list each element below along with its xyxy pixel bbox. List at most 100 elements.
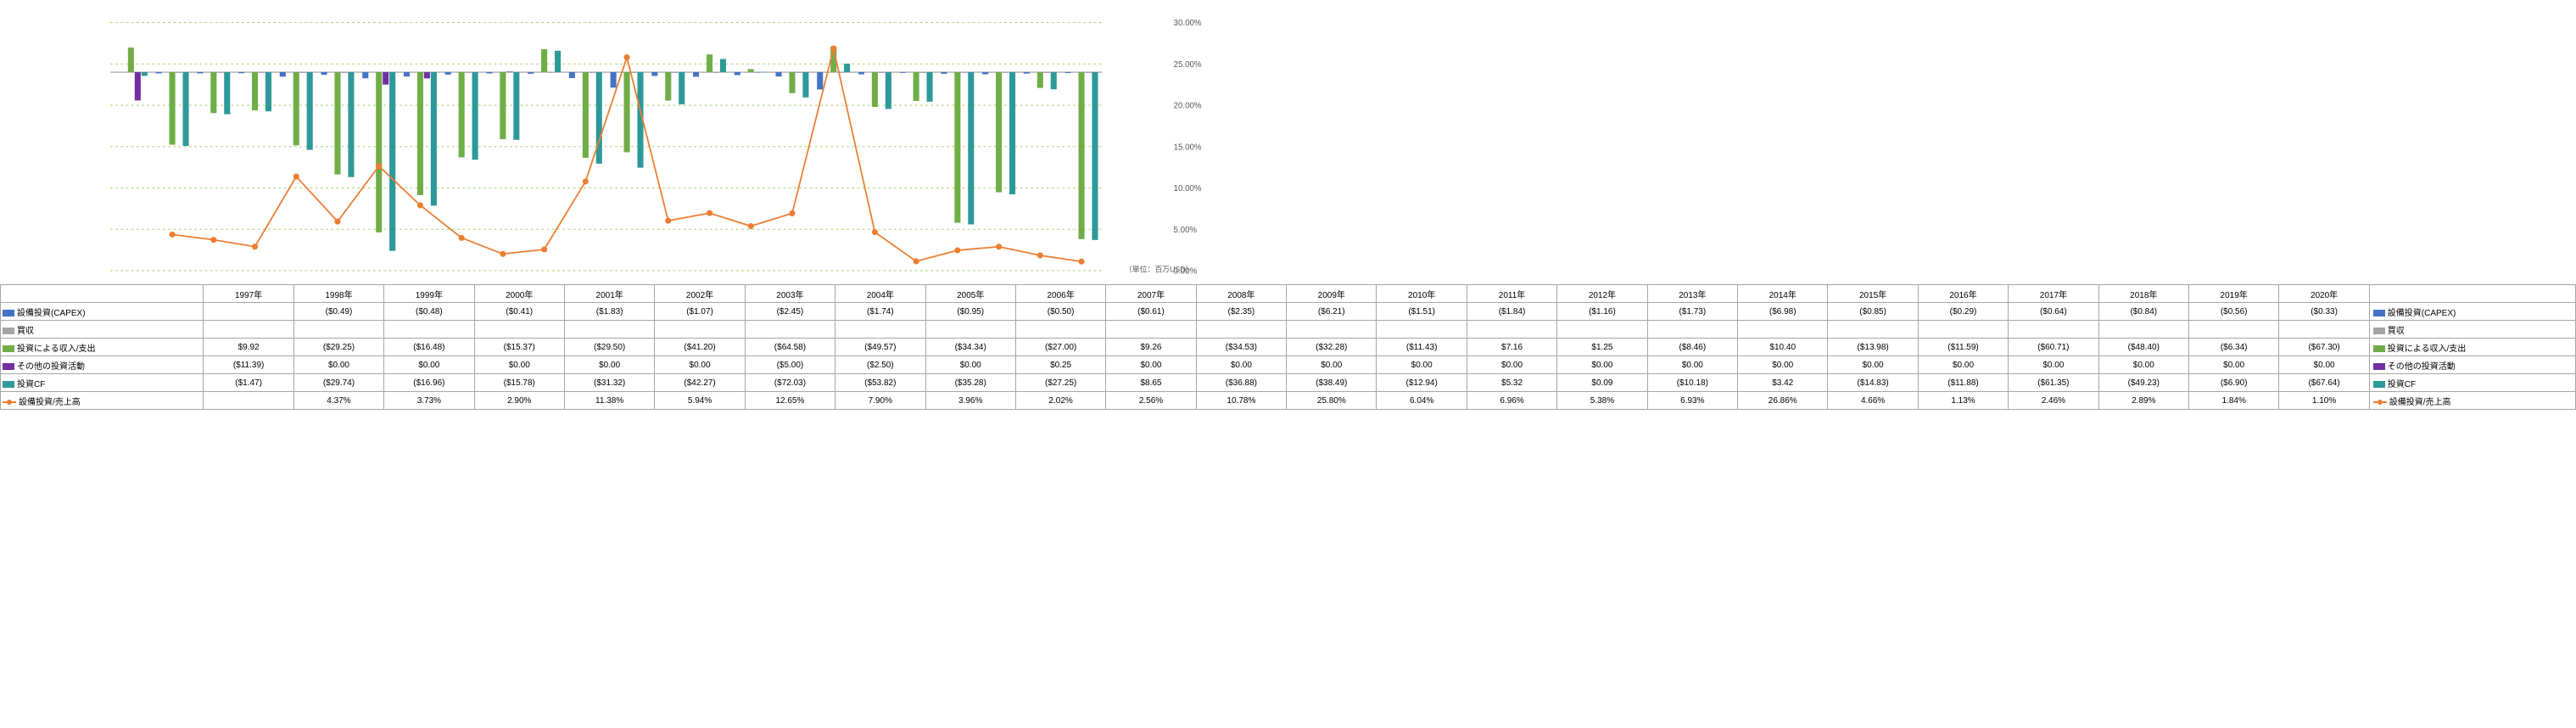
cell: 5.94% (655, 392, 745, 410)
cell: ($34.53) (1196, 339, 1286, 356)
cell: ($0.41) (474, 303, 564, 321)
cell (745, 321, 835, 339)
table-row-invest_cf: 投資CF($1.47)($29.74)($16.96)($15.78)($31.… (1, 374, 2576, 392)
year-header: 1997年 (204, 285, 293, 303)
chart-svg: $20$10$0($10)($20)($30)($40)($50)($60)($… (110, 8, 1230, 288)
cell: ($0.33) (2279, 303, 2369, 321)
cell: ($1.51) (1377, 303, 1467, 321)
cell (1196, 321, 1286, 339)
cell: ($1.83) (564, 303, 654, 321)
row-label-left-invest_io: 投資による収入/支出 (1, 339, 204, 356)
cell: ($1.73) (1647, 303, 1737, 321)
cell: ($29.74) (293, 374, 383, 392)
table-row-invest_io: 投資による収入/支出$9.92($29.25)($16.48)($15.37)(… (1, 339, 2576, 356)
cell: 3.96% (925, 392, 1015, 410)
cell: ($1.84) (1467, 303, 1556, 321)
svg-text:5.00%: 5.00% (1174, 226, 1198, 235)
cell: ($10.18) (1647, 374, 1737, 392)
cell: ($36.88) (1196, 374, 1286, 392)
year-header: 2013年 (1647, 285, 1737, 303)
cell: 2.02% (1015, 392, 1105, 410)
cell: ($0.95) (925, 303, 1015, 321)
cell: $0.00 (1467, 356, 1556, 374)
cell: 7.90% (835, 392, 925, 410)
cell: ($2.50) (835, 356, 925, 374)
cell (1647, 321, 1737, 339)
cell: $3.42 (1738, 374, 1828, 392)
cell: ($0.56) (2188, 303, 2278, 321)
cell: 6.04% (1377, 392, 1467, 410)
cell: ($12.94) (1377, 374, 1467, 392)
cell: $9.92 (204, 339, 293, 356)
year-header: 2002年 (655, 285, 745, 303)
svg-text:25.00%: 25.00% (1174, 60, 1202, 70)
cell: ($6.21) (1287, 303, 1377, 321)
cell (1738, 321, 1828, 339)
row-label-left-capex_sales: 設備投資/売上高 (1, 392, 204, 410)
cell: $7.16 (1467, 339, 1556, 356)
cell (564, 321, 654, 339)
year-header: 2014年 (1738, 285, 1828, 303)
cell: $1.25 (1557, 339, 1647, 356)
cell: $9.26 (1106, 339, 1196, 356)
cell: $0.00 (1828, 356, 1918, 374)
cell: 26.86% (1738, 392, 1828, 410)
cell: 2.89% (2098, 392, 2188, 410)
svg-text:（単位：百万USD）: （単位：百万USD） (1125, 265, 1193, 274)
cell: 3.73% (384, 392, 474, 410)
year-header: 1998年 (293, 285, 383, 303)
cell (2279, 321, 2369, 339)
cell (925, 321, 1015, 339)
cell: $10.40 (1738, 339, 1828, 356)
year-header: 2005年 (925, 285, 1015, 303)
cell: 1.13% (1918, 392, 2008, 410)
cell: $0.00 (1377, 356, 1467, 374)
cell: ($5.00) (745, 356, 835, 374)
cell: ($29.25) (293, 339, 383, 356)
cell (1106, 321, 1196, 339)
cell: 4.66% (1828, 392, 1918, 410)
cell: 25.80% (1287, 392, 1377, 410)
cell: ($11.59) (1918, 339, 2008, 356)
cell (1467, 321, 1556, 339)
cell: ($0.50) (1015, 303, 1105, 321)
cell: ($2.45) (745, 303, 835, 321)
cell: $0.25 (1015, 356, 1105, 374)
cell: ($42.27) (655, 374, 745, 392)
cell: ($14.83) (1828, 374, 1918, 392)
row-label-left-invest_cf: 投資CF (1, 374, 204, 392)
cell: $0.00 (1738, 356, 1828, 374)
table-header-row: 1997年1998年1999年2000年2001年2002年2003年2004年… (1, 285, 2576, 303)
data-table: 1997年1998年1999年2000年2001年2002年2003年2004年… (0, 284, 2576, 410)
year-header: 2000年 (474, 285, 564, 303)
cell: ($11.39) (204, 356, 293, 374)
row-label-right-invest_cf: 投資CF (2369, 374, 2575, 392)
year-header: 2015年 (1828, 285, 1918, 303)
cell: ($64.58) (745, 339, 835, 356)
cell (655, 321, 745, 339)
year-header: 2003年 (745, 285, 835, 303)
cell (204, 321, 293, 339)
cell (1377, 321, 1467, 339)
cell: ($29.50) (564, 339, 654, 356)
cell: ($13.98) (1828, 339, 1918, 356)
cell: $0.00 (1647, 356, 1737, 374)
row-label-left-other_inv: その他の投資活動 (1, 356, 204, 374)
cell: ($1.74) (835, 303, 925, 321)
cell: ($27.00) (1015, 339, 1105, 356)
cell: 11.38% (564, 392, 654, 410)
cell (1828, 321, 1918, 339)
year-header: 2009年 (1287, 285, 1377, 303)
cell: ($27.25) (1015, 374, 1105, 392)
year-header: 2010年 (1377, 285, 1467, 303)
cell: ($0.85) (1828, 303, 1918, 321)
cell: $0.00 (1106, 356, 1196, 374)
row-label-right-acquisition: 買収 (2369, 321, 2575, 339)
cell: $0.00 (1196, 356, 1286, 374)
cell (835, 321, 925, 339)
cell: ($1.47) (204, 374, 293, 392)
year-header: 2020年 (2279, 285, 2369, 303)
cell (2098, 321, 2188, 339)
cell: 4.37% (293, 392, 383, 410)
cell: ($60.71) (2009, 339, 2098, 356)
